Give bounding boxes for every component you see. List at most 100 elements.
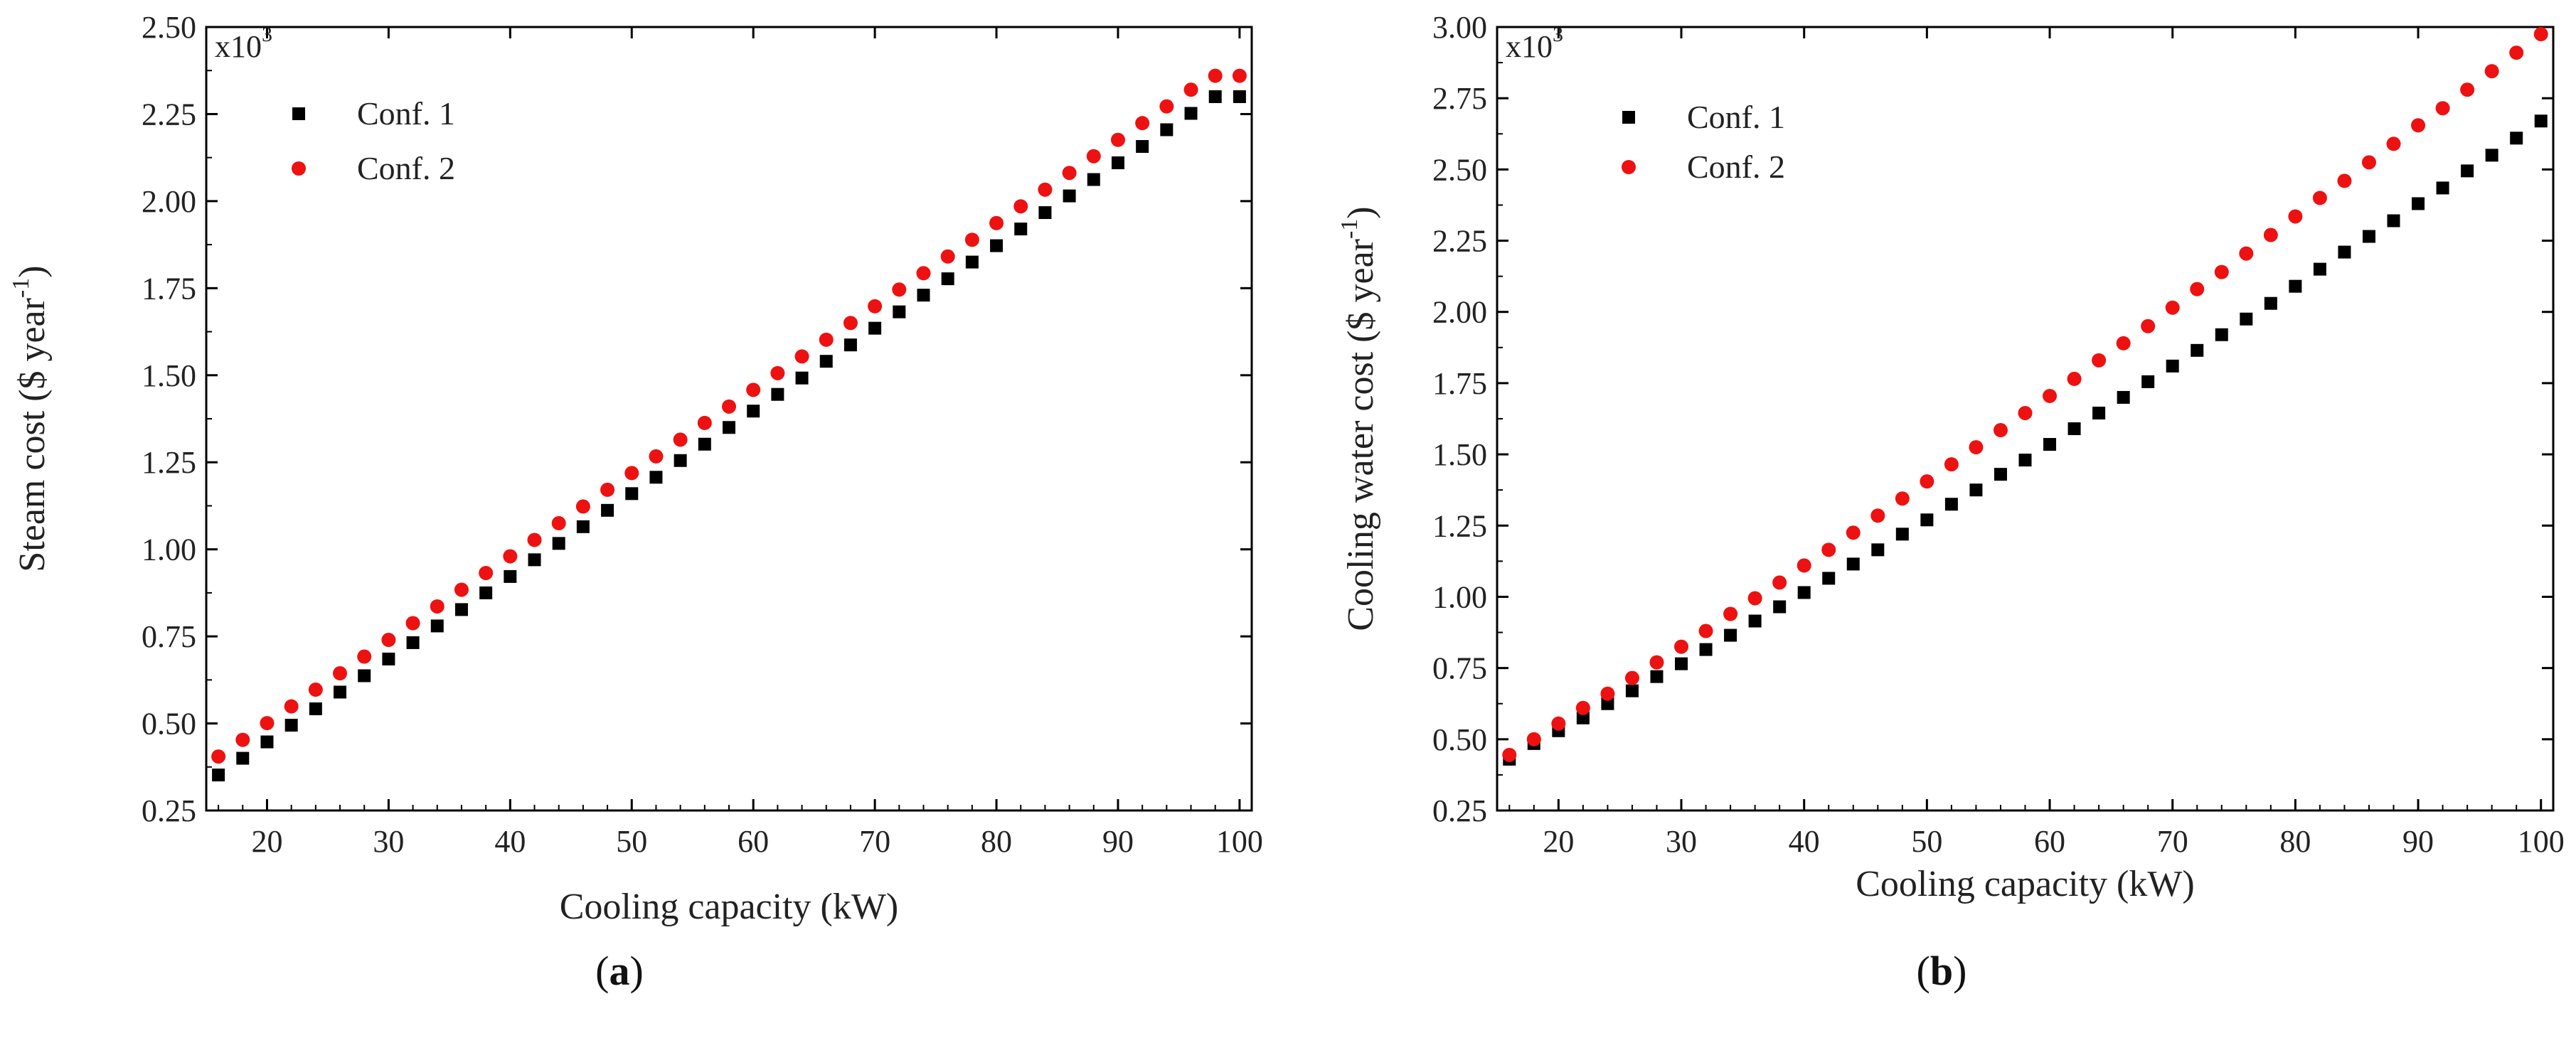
data-point-conf-1 [309,702,322,715]
data-point-conf-2 [430,599,445,614]
data-point-conf-1 [723,421,735,434]
y-multiplier: x103 [1506,23,1563,64]
data-point-conf-1 [2166,359,2179,373]
x-axis-title: Cooling capacity (kW) [560,887,899,927]
data-point-conf-2 [1013,199,1028,214]
legend-label: Conf. 1 [1687,99,1785,135]
data-point-conf-1 [795,371,809,385]
data-point-conf-2 [1993,423,2008,438]
y-tick-label: 2.00 [142,184,196,219]
data-point-conf-2 [794,349,809,364]
legend-label: Conf. 2 [357,150,455,186]
y-tick-label: 0.75 [1432,651,1487,686]
data-point-conf-1 [1920,513,1934,527]
data-point-conf-2 [1624,670,1639,685]
y-tick-label: 1.25 [1432,508,1487,543]
x-tick-label: 60 [2034,824,2065,859]
data-point-conf-1 [2043,438,2057,451]
x-tick-label: 70 [2157,824,2188,859]
data-point-conf-1 [747,405,760,418]
data-point-conf-2 [1038,182,1053,197]
data-point-conf-2 [2190,282,2205,296]
data-point-conf-2 [1526,732,1541,747]
legend-marker-square [292,107,305,120]
data-point-conf-1 [528,553,541,567]
data-point-conf-1 [625,487,639,501]
data-point-conf-1 [1111,156,1124,170]
data-point-conf-1 [406,636,420,649]
data-point-conf-2 [649,449,664,464]
panel-label-b: (b) [1917,948,1967,994]
data-point-conf-1 [990,239,1004,252]
data-point-conf-1 [1797,586,1811,599]
data-point-conf-2 [260,716,275,731]
data-point-conf-2 [2533,27,2548,42]
data-point-conf-1 [601,503,614,517]
data-point-conf-1 [2240,312,2253,326]
data-point-conf-2 [868,299,883,314]
data-point-conf-1 [2387,214,2400,228]
data-point-conf-1 [1724,628,1737,642]
data-point-conf-1 [1208,90,1222,103]
data-point-conf-2 [211,749,226,764]
data-point-conf-2 [2484,64,2499,79]
data-point-conf-1 [552,537,565,550]
data-point-conf-1 [2362,230,2375,243]
data-point-conf-1 [2117,390,2130,404]
data-point-conf-1 [1944,498,1958,511]
data-point-conf-2 [989,215,1004,230]
data-point-conf-2 [819,332,834,347]
y-tick-label: 0.75 [142,619,196,654]
panel-letter-b: b [1930,948,1953,994]
data-point-conf-1 [284,719,298,732]
data-point-conf-1 [1184,107,1198,120]
chart-panel-b: (b) 20 30 40 50 60 70 80 90 100 0.25 0.50 0.75 1.00 1… [1336,10,2565,994]
data-point-conf-1 [2338,245,2351,259]
y-tick-label: 2.25 [1432,224,1487,259]
data-point-conf-1 [1822,572,1836,585]
x-tick-label: 50 [616,824,647,859]
y-tick-label: 1.75 [142,271,196,306]
data-point-conf-1 [212,769,225,782]
data-point-conf-2 [2337,173,2352,188]
data-point-conf-2 [1846,525,1861,540]
y-tick-label: 0.25 [1432,793,1487,828]
data-point-conf-1 [1699,643,1713,656]
data-point-conf-1 [1038,206,1052,220]
data-point-conf-1 [2313,262,2326,276]
data-point-conf-2 [1797,558,1811,573]
data-point-conf-2 [381,633,396,648]
data-point-conf-2 [1551,716,1566,731]
data-point-conf-2 [1110,132,1125,147]
x-tick-label: 20 [251,824,282,859]
data-point-conf-1 [430,619,444,633]
y-axis-title: Steam cost ($ year-1) [8,265,53,572]
data-point-conf-2 [916,266,931,281]
data-point-conf-1 [1014,223,1028,236]
chart-panel-a: (a) 20 30 40 50 60 70 80 90 100 0.25 0.50 0.75 1.00 1… [8,10,1263,994]
data-point-conf-2 [2386,137,2401,151]
data-point-conf-1 [843,338,857,352]
data-point-conf-1 [1233,90,1246,103]
y-tick-label: 2.50 [1432,152,1487,187]
x-axis-title: Cooling capacity (kW) [1856,864,2195,904]
y-tick-label: 2.50 [142,10,196,45]
data-point-conf-1 [917,289,930,302]
x-tick-label: 80 [2279,824,2311,859]
data-point-conf-2 [2018,405,2033,420]
data-point-conf-1 [965,255,979,269]
data-point-conf-1 [941,272,954,286]
panel-letter-a: a [610,948,630,994]
data-point-conf-1 [649,471,663,484]
data-point-conf-2 [843,316,858,331]
data-point-conf-2 [2092,353,2107,368]
legend-label: Conf. 1 [357,95,455,132]
data-point-conf-1 [2264,296,2277,310]
y-tick-label: 2.75 [1432,81,1487,116]
data-point-conf-2 [770,365,785,380]
data-point-conf-2 [1747,591,1762,606]
y-tick-label: 1.50 [1432,437,1487,472]
data-point-conf-2 [1870,508,1885,523]
x-tick-label: 50 [1911,824,1942,859]
